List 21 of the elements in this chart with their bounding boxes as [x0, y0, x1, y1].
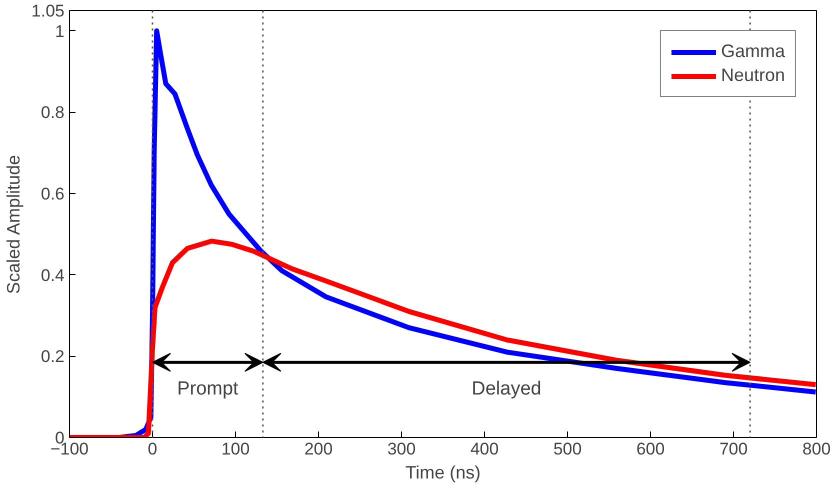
x-tick-label: 600 [636, 440, 665, 458]
annotation: Prompt [177, 378, 240, 400]
x-tick-label: 100 [221, 440, 250, 458]
x-tick-label: 500 [553, 440, 582, 458]
x-tick-label: 200 [304, 440, 333, 458]
x-tick-label: 700 [719, 440, 748, 458]
x-tick-label: 800 [802, 440, 831, 458]
y-axis-title: Scaled Amplitude [3, 154, 24, 294]
y-tick-label: 0.6 [40, 184, 65, 204]
y-tick-label: 1.05 [31, 2, 65, 20]
legend-label: Gamma [720, 41, 785, 62]
y-tick-label: 1 [55, 22, 65, 41]
x-tick-label: 400 [470, 440, 499, 458]
x-tick-label: 300 [387, 440, 416, 458]
y-tick-label: 0.8 [40, 103, 65, 122]
x-axis-title: Time (ns) [405, 462, 481, 482]
legend-label: Neutron [720, 65, 785, 86]
y-tick-label: 0.2 [40, 347, 65, 366]
y-tick-label: 0.4 [40, 266, 65, 285]
annotation: Delayed [472, 378, 542, 400]
x-tick-label: 0 [148, 440, 158, 458]
